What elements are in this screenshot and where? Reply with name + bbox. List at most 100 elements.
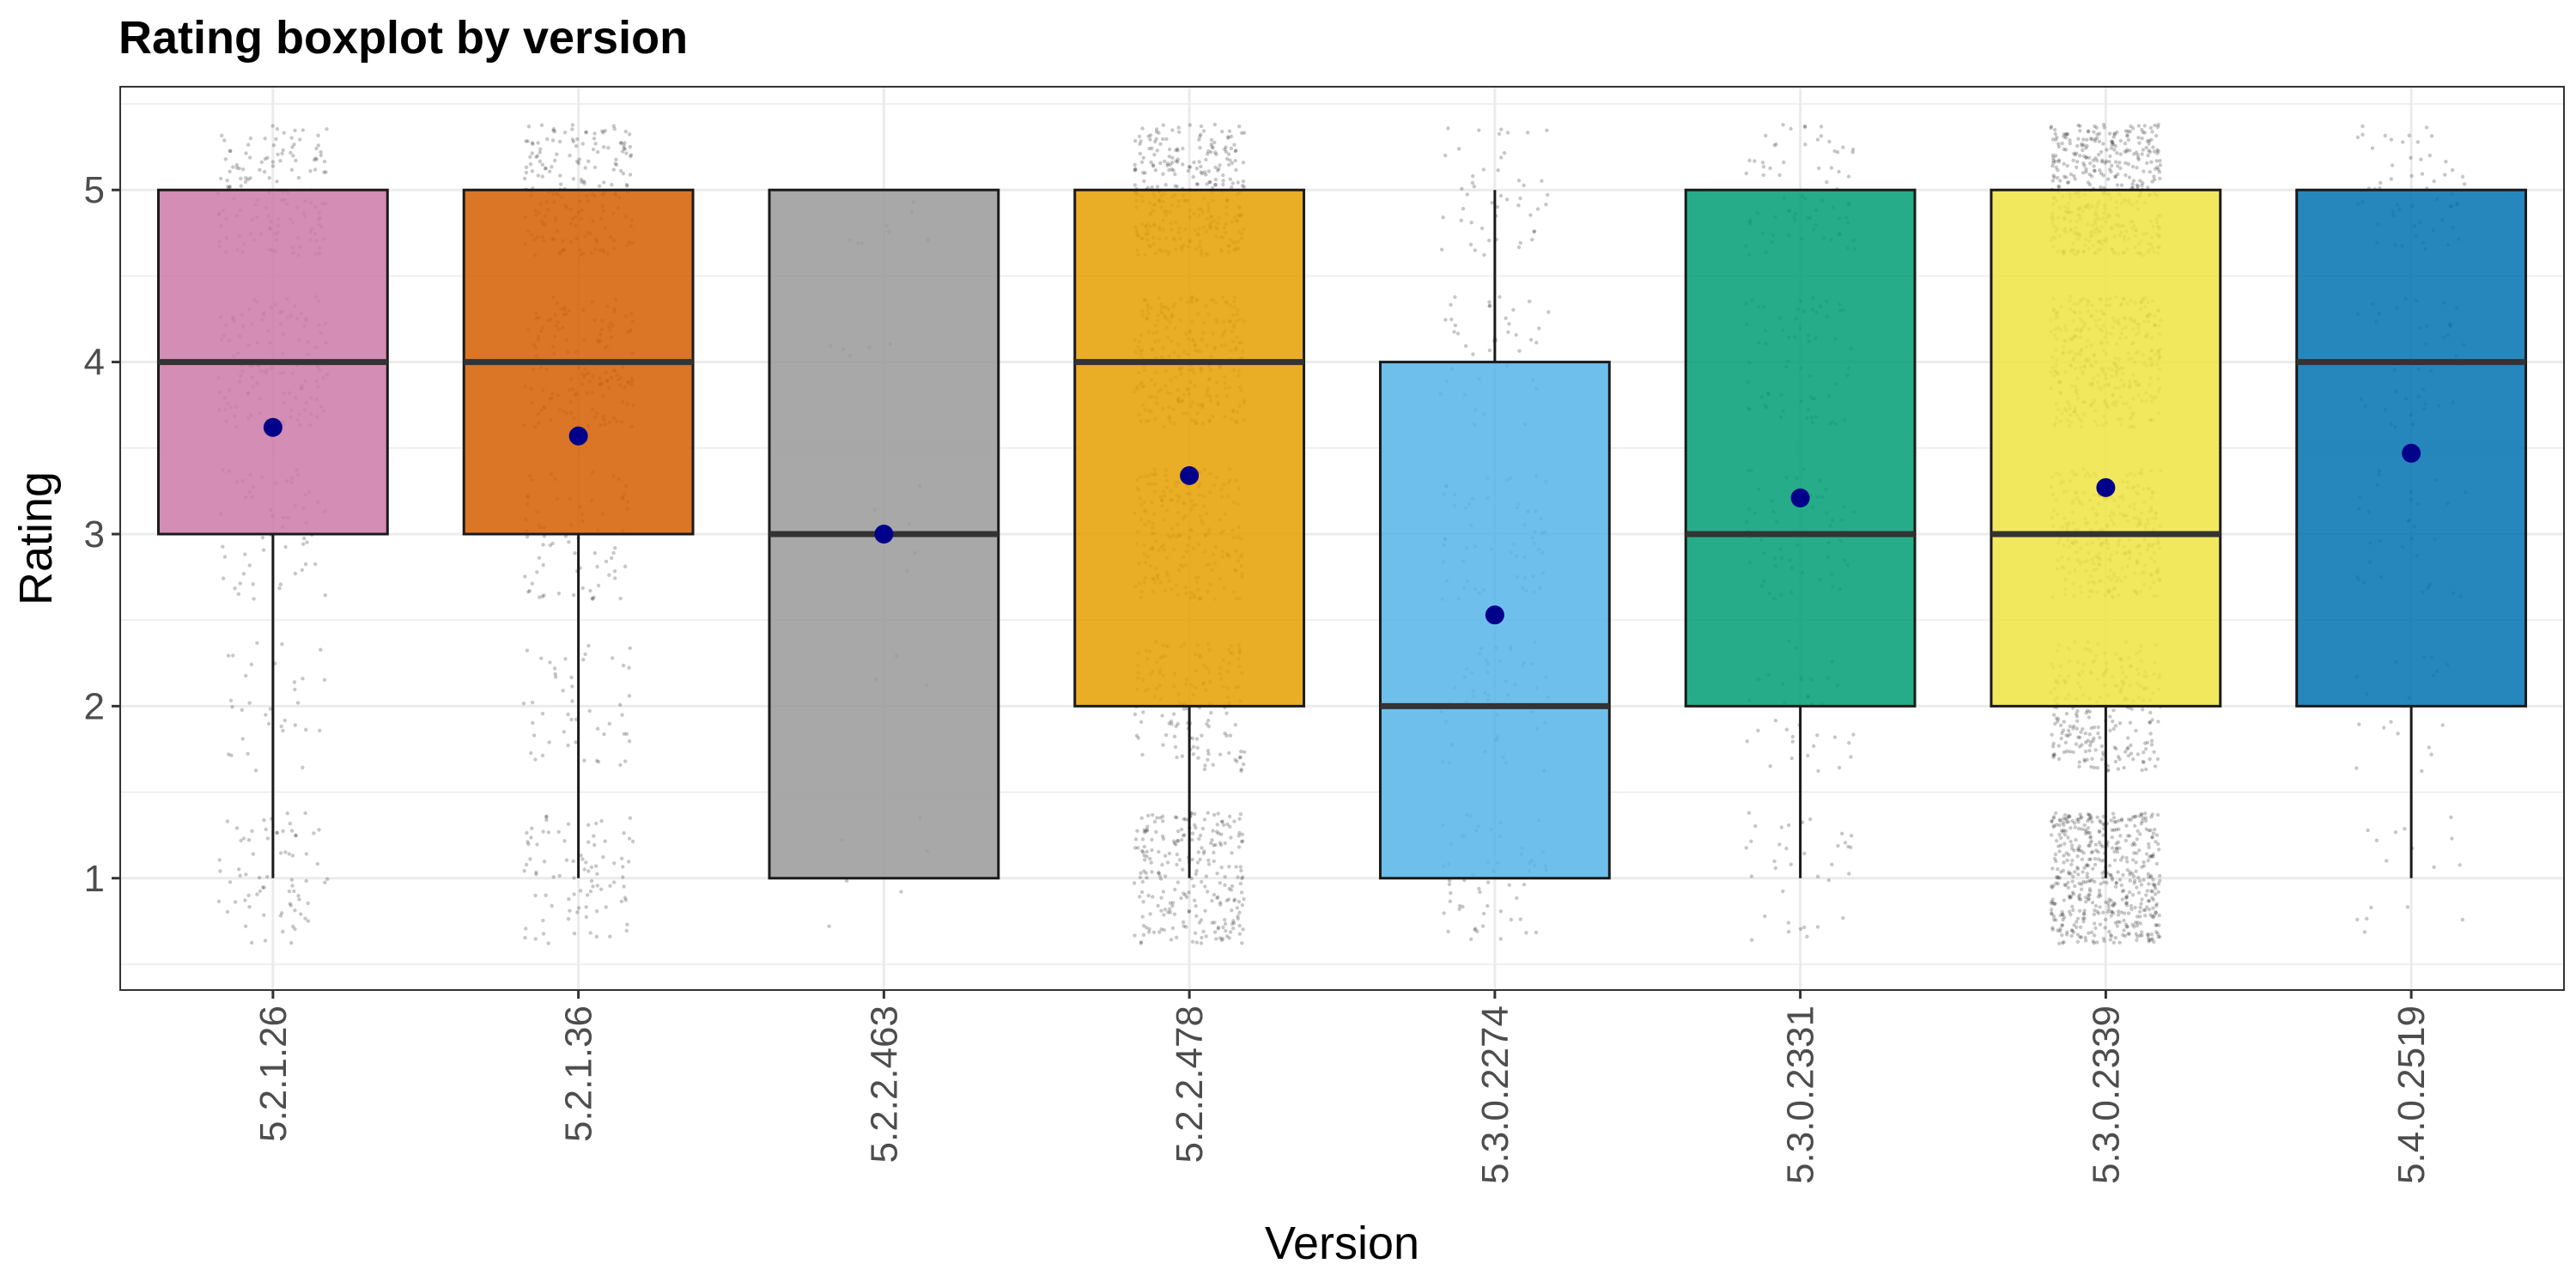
jitter-point — [1213, 183, 1218, 187]
jitter-point — [2073, 870, 2077, 874]
jitter-point — [2097, 888, 2102, 893]
jitter-point — [1235, 759, 1239, 763]
jitter-point — [1225, 822, 1230, 827]
jitter-point — [1228, 177, 1233, 181]
jitter-point — [1216, 831, 1221, 835]
jitter-point — [1139, 160, 1145, 164]
jitter-point — [1213, 150, 1218, 155]
jitter-point — [589, 865, 594, 870]
jitter-point — [2099, 171, 2104, 176]
jitter-point — [2099, 757, 2105, 762]
jitter-point — [2074, 742, 2079, 746]
jitter-point — [586, 159, 591, 163]
jitter-point — [1448, 899, 1453, 903]
jitter-point — [525, 830, 529, 835]
jitter-point — [1206, 751, 1211, 756]
jitter-point — [1228, 824, 1232, 829]
jitter-point — [1199, 170, 1204, 174]
jitter-point — [1761, 165, 1766, 169]
jitter-point — [2057, 941, 2062, 946]
jitter-point — [2111, 719, 2115, 724]
jitter-point — [1182, 833, 1187, 837]
jitter-point — [1200, 879, 1204, 884]
jitter-point — [2355, 917, 2360, 922]
jitter-point — [1181, 920, 1186, 925]
jitter-point — [2049, 125, 2054, 129]
jitter-point — [271, 143, 276, 148]
jitter-point — [2095, 909, 2099, 914]
jitter-point — [275, 830, 279, 835]
jitter-point — [1830, 862, 1834, 866]
jitter-point — [2149, 738, 2154, 743]
jitter-point — [292, 143, 296, 147]
jitter-point — [601, 145, 606, 149]
jitter-point — [290, 145, 295, 149]
jitter-point — [2140, 137, 2144, 141]
jitter-point — [2081, 161, 2086, 166]
jitter-point — [1201, 851, 1206, 855]
jitter-point — [1452, 330, 1456, 334]
jitter-point — [594, 864, 598, 868]
jitter-point — [1442, 911, 1446, 915]
jitter-point — [612, 569, 617, 574]
jitter-point — [2133, 878, 2137, 883]
jitter-point — [1485, 903, 1490, 908]
jitter-point — [2090, 878, 2094, 883]
jitter-point — [2369, 905, 2373, 910]
jitter-point — [2133, 905, 2137, 910]
jitter-point — [1154, 127, 1159, 131]
jitter-point — [1230, 908, 1234, 913]
jitter-point — [2050, 744, 2056, 749]
jitter-point — [2105, 910, 2111, 914]
jitter-point — [540, 711, 545, 716]
jitter-point — [2084, 899, 2088, 904]
jitter-point — [619, 856, 624, 860]
jitter-point — [2156, 934, 2160, 939]
jitter-point — [1188, 123, 1193, 127]
jitter-point — [2051, 155, 2056, 160]
jitter-point — [1228, 733, 1233, 738]
jitter-point — [2089, 850, 2093, 855]
jitter-point — [1157, 873, 1162, 878]
jitter-point — [1237, 756, 1242, 760]
jitter-point — [1133, 138, 1138, 143]
jitter-point — [2133, 920, 2138, 925]
jitter-point — [1240, 832, 1245, 836]
jitter-point — [1169, 719, 1174, 724]
jitter-point — [1176, 157, 1181, 161]
jitter-point — [225, 909, 230, 914]
jitter-point — [2077, 881, 2081, 886]
jitter-point — [2050, 866, 2055, 871]
jitter-point — [2069, 826, 2073, 830]
jitter-point — [1227, 814, 1232, 818]
jitter-point — [2440, 723, 2445, 727]
jitter-point — [2134, 728, 2138, 733]
jitter-point — [538, 147, 543, 151]
jitter-point — [2119, 183, 2124, 187]
jitter-point — [530, 151, 535, 155]
jitter-point — [2061, 912, 2065, 917]
jitter-point — [1161, 819, 1165, 823]
jitter-point — [584, 131, 588, 135]
jitter-point — [2075, 866, 2080, 870]
jitter-point — [1194, 872, 1199, 877]
jitter-point — [2092, 941, 2096, 945]
jitter-point — [2126, 753, 2131, 758]
jitter-point — [221, 576, 226, 580]
jitter-point — [2142, 864, 2147, 868]
jitter-point — [2063, 132, 2069, 137]
jitter-point — [2095, 159, 2099, 163]
jitter-point — [2141, 130, 2145, 135]
jitter-point — [1152, 153, 1157, 157]
jitter-point — [1224, 156, 1230, 161]
jitter-point — [293, 687, 297, 692]
jitter-point — [2148, 828, 2153, 833]
jitter-point — [1240, 131, 1244, 136]
jitter-point — [1509, 917, 1514, 922]
jitter-point — [1148, 912, 1152, 916]
jitter-point — [1749, 839, 1753, 843]
jitter-point — [281, 829, 285, 834]
jitter-point — [2449, 815, 2453, 819]
jitter-point — [2154, 923, 2158, 927]
jitter-point — [1162, 927, 1166, 933]
